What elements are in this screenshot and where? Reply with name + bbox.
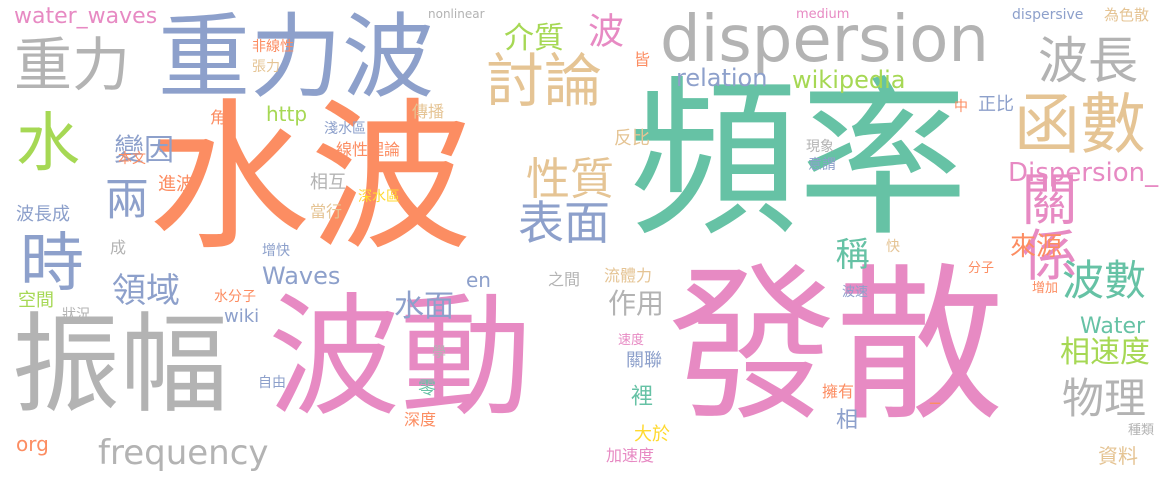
word-lingyu: 領域 (112, 271, 180, 311)
word-zengkuai: 增快 (262, 243, 290, 259)
word-jiao: 角 (210, 108, 227, 127)
word-xue: 學 (432, 345, 446, 361)
word-relation: relation (676, 64, 768, 92)
word-laiyuan: 來源 (1010, 232, 1063, 262)
word-jiasudu: 加速度 (606, 446, 655, 465)
word-xianxiang: 現象 (806, 139, 834, 155)
word-shuibo: 水波 (148, 85, 472, 273)
word-shi: 時 (20, 227, 84, 301)
word-sudu: 速度 (618, 333, 645, 348)
word-shenshuiqu: 深水區 (358, 189, 400, 205)
word-http: http (266, 102, 308, 126)
word-dispersion: dispersion (660, 3, 989, 77)
word-bochang: 波長 (1038, 32, 1138, 90)
word-ling: 零 (418, 378, 436, 399)
word-shui: 水 (16, 107, 80, 181)
word-zuoyong: 作用 (608, 287, 665, 320)
word-liang: 兩 (97, 176, 148, 220)
word-frequency: frequency (98, 433, 269, 473)
word-qianshuiqu: 淺水區 (324, 121, 366, 137)
word-yongyou: 擁有 (822, 382, 855, 401)
word-zhongli: 重力 (14, 31, 131, 99)
word-wiki: wiki (224, 306, 260, 327)
word-kuai: 快 (886, 239, 900, 255)
word-liutili: 流體力 (604, 266, 653, 285)
word-nonlinear: nonlinear (428, 7, 485, 21)
word-cheng: 稱 (829, 236, 869, 270)
word-xiangsudu: 相速度 (1060, 335, 1150, 370)
word-benwen: 本文 (118, 151, 146, 167)
word-yiwei: 意謂 (808, 157, 836, 173)
word-zhong: 中 (954, 99, 968, 115)
word-zhengbi: 正比 (978, 94, 1014, 115)
word-jinbo: 進波 (158, 174, 194, 195)
word-dispersion-underscore: Dispersion_ (1008, 158, 1159, 188)
word-li: 裡 (627, 384, 652, 406)
word-wuli: 物理 (1062, 374, 1147, 423)
word-jiezhi: 介質 (504, 21, 564, 56)
word-wei-sesan: 為色散 (1104, 6, 1150, 24)
word-shendu: 深度 (404, 410, 437, 429)
word-hanshu: 函數 (1014, 86, 1146, 163)
word-dispersive: dispersive (1012, 7, 1084, 23)
word-biaomian: 表面 (518, 196, 610, 250)
word-pinlv: 頻率 (628, 62, 969, 260)
word-bo-small: 波 (582, 12, 623, 48)
word-taolun: 討論 (486, 47, 603, 115)
word-wikipedia: wikipedia (792, 66, 906, 94)
word-jie: 皆 (634, 50, 651, 69)
word-zhenfu: 振幅 (12, 303, 229, 428)
word-ziliao: 資料 (1098, 444, 1138, 468)
word-xianghu: 相互 (310, 172, 346, 193)
word-kongjian: 空間 (18, 290, 54, 311)
word-zhangli: 張力 (252, 59, 280, 75)
word-zhonglei: 種類 (1128, 423, 1155, 438)
word-zhijian: 之間 (548, 270, 581, 289)
word-bosu: 波速 (842, 285, 869, 300)
word-zhongli-bo: 重力波 (158, 4, 435, 111)
word-xingzhi: 性質 (526, 154, 614, 205)
word-water: Water (1080, 314, 1146, 339)
word-shuifenzi: 水分子 (214, 289, 256, 305)
word-feixianxing: 非線性 (252, 39, 294, 55)
word-zhuangkuang: 狀況 (62, 307, 90, 323)
word-chuanbo: 傳播 (412, 102, 445, 121)
word-en: en (466, 268, 491, 292)
word-dayu: 大於 (634, 424, 670, 445)
word-xiang: 相 (836, 408, 859, 433)
word-bianyin: 變因 (114, 133, 174, 168)
word-cheng-small: 成 (110, 238, 127, 257)
word-medium: medium (796, 7, 850, 22)
word-fenzi: 分子 (968, 261, 995, 276)
word-org: org (16, 432, 49, 456)
word-bochangcheng: 波長成 (16, 204, 70, 225)
word-ziyou: 自由 (258, 375, 286, 391)
word-underscore: _ (930, 380, 940, 404)
word-shuimian: 水面 (394, 289, 454, 324)
word-zengjia: 增加 (1032, 281, 1059, 296)
word-water-waves: water_waves (14, 4, 158, 29)
word-guanlian: 關聯 (626, 350, 662, 371)
word-bodong: 波動 (268, 281, 532, 435)
word-guanxi: 關係 (1012, 170, 1077, 282)
word-fanbi: 反比 (614, 128, 650, 149)
word-xianxing-lilun: 線性理論 (336, 140, 401, 159)
word-fasan: 發散 (668, 248, 1004, 444)
word-dangxing: 當行 (310, 202, 343, 221)
word-boshu: 波數 (1062, 256, 1147, 305)
word-waves: Waves (262, 262, 341, 290)
